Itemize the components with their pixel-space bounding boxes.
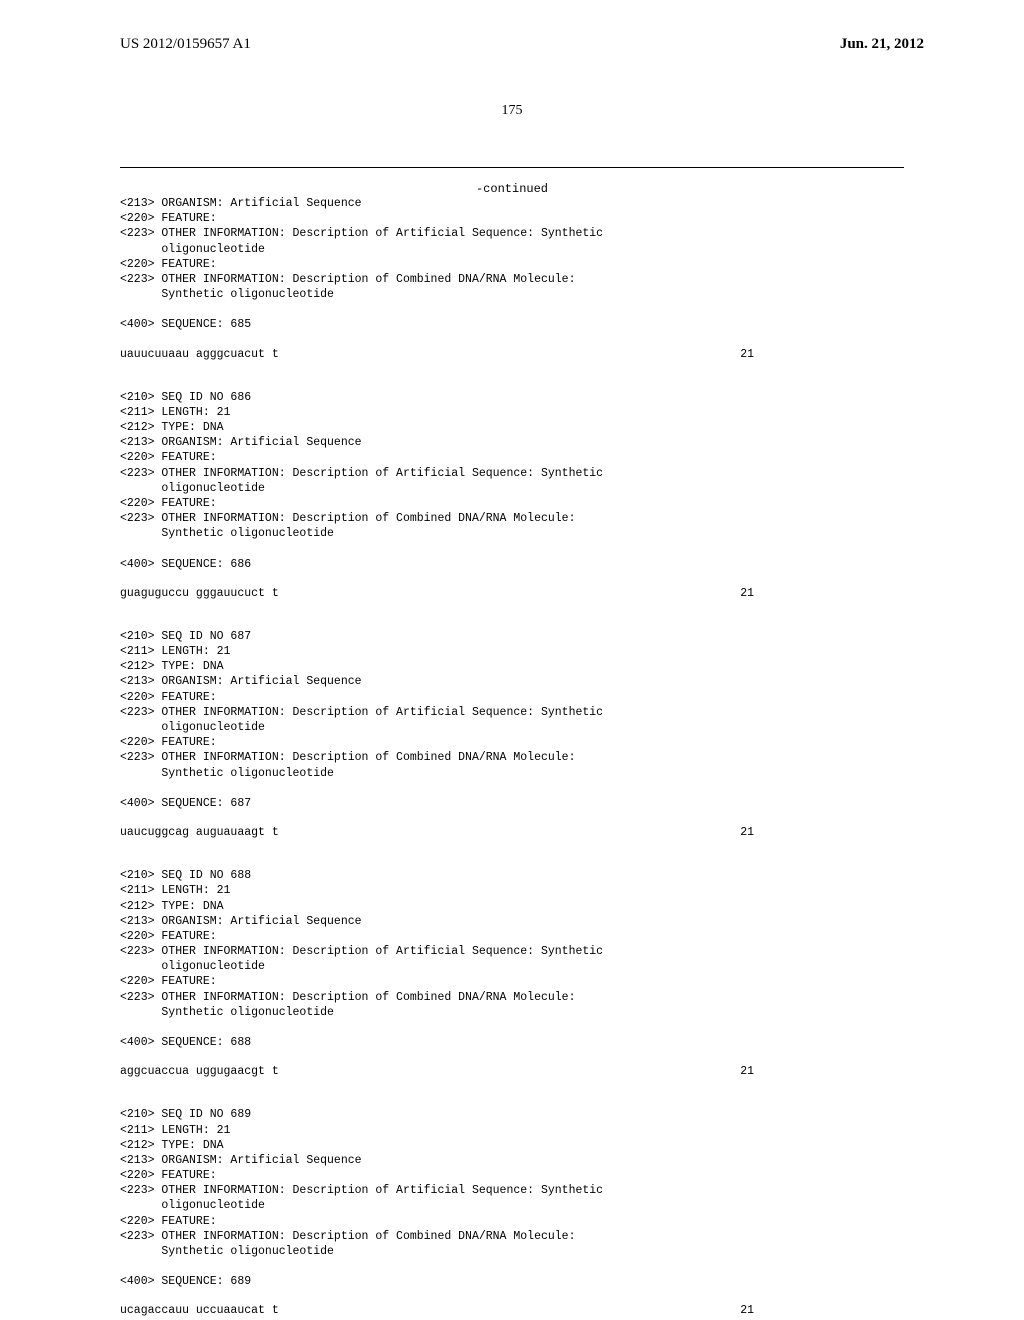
sequence-data: guaguguccu gggauucuct t — [120, 586, 279, 601]
sequence-data: uaucuggcag auguauaagt t — [120, 825, 279, 840]
sequence-block: <210> SEQ ID NO 689 <211> LENGTH: 21 <21… — [120, 1107, 904, 1318]
sequence-block: <210> SEQ ID NO 687 <211> LENGTH: 21 <21… — [120, 629, 904, 840]
sequence-meta: <213> ORGANISM: Artificial Sequence <220… — [120, 196, 904, 333]
sequence-meta: <210> SEQ ID NO 689 <211> LENGTH: 21 <21… — [120, 1107, 904, 1289]
sequence-data: uauucuuaau agggcuacut t — [120, 347, 279, 362]
sequence-length: 21 — [740, 825, 904, 840]
content-area: -continued <213> ORGANISM: Artificial Se… — [0, 167, 1024, 1319]
page-header: US 2012/0159657 A1 Jun. 21, 2012 — [0, 0, 1024, 53]
publication-date: Jun. 21, 2012 — [840, 36, 924, 53]
sequence-line: ucagaccauu uccuaaucat t 21 — [120, 1303, 904, 1318]
page-number: 175 — [0, 103, 1024, 119]
sequence-meta: <210> SEQ ID NO 688 <211> LENGTH: 21 <21… — [120, 868, 904, 1050]
sequence-length: 21 — [740, 1303, 904, 1318]
sequence-data: ucagaccauu uccuaaucat t — [120, 1303, 279, 1318]
sequence-length: 21 — [740, 347, 904, 362]
sequence-blocks: <213> ORGANISM: Artificial Sequence <220… — [120, 196, 904, 1319]
sequence-block: <210> SEQ ID NO 688 <211> LENGTH: 21 <21… — [120, 868, 904, 1079]
sequence-meta: <210> SEQ ID NO 687 <211> LENGTH: 21 <21… — [120, 629, 904, 811]
sequence-line: uauucuuaau agggcuacut t 21 — [120, 347, 904, 362]
publication-number: US 2012/0159657 A1 — [120, 36, 251, 53]
sequence-block: <213> ORGANISM: Artificial Sequence <220… — [120, 196, 904, 362]
sequence-length: 21 — [740, 586, 904, 601]
sequence-line: guaguguccu gggauucuct t 21 — [120, 586, 904, 601]
continued-divider — [120, 167, 904, 168]
sequence-meta: <210> SEQ ID NO 686 <211> LENGTH: 21 <21… — [120, 390, 904, 572]
continued-label: -continued — [120, 182, 904, 196]
sequence-data: aggcuaccua uggugaacgt t — [120, 1064, 279, 1079]
sequence-line: aggcuaccua uggugaacgt t 21 — [120, 1064, 904, 1079]
sequence-length: 21 — [740, 1064, 904, 1079]
sequence-line: uaucuggcag auguauaagt t 21 — [120, 825, 904, 840]
sequence-block: <210> SEQ ID NO 686 <211> LENGTH: 21 <21… — [120, 390, 904, 601]
